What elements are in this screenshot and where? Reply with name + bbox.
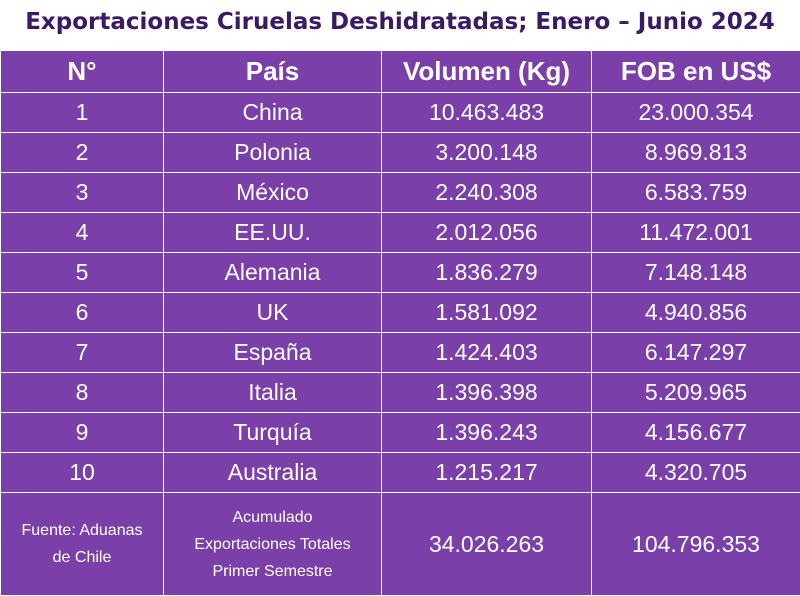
row-volume: 1.215.217 [382,453,592,493]
row-number: 4 [1,213,164,253]
total-fob: 104.796.353 [592,493,800,596]
row-volume: 10.463.483 [382,93,592,133]
row-number: 5 [1,253,164,293]
row-volume: 1.396.398 [382,373,592,413]
source-note: Fuente: Aduanas de Chile [1,493,164,596]
row-fob: 5.209.965 [592,373,800,413]
row-country: EE.UU. [164,213,382,253]
row-number: 10 [1,453,164,493]
row-volume: 1.424.403 [382,333,592,373]
header-country: País [164,51,382,93]
row-fob: 6.583.759 [592,173,800,213]
header-fob: FOB en US$ [592,51,800,93]
row-country: España [164,333,382,373]
row-fob: 4.156.677 [592,413,800,453]
row-country: Polonia [164,133,382,173]
row-number: 8 [1,373,164,413]
source-line: Fuente: Aduanas [22,522,143,539]
row-fob: 6.147.297 [592,333,800,373]
row-volume: 1.396.243 [382,413,592,453]
summary-line: Primer Semestre [212,563,332,580]
row-fob: 4.320.705 [592,453,800,493]
row-country: Italia [164,373,382,413]
row-number: 2 [1,133,164,173]
row-fob: 8.969.813 [592,133,800,173]
total-volume: 34.026.263 [382,493,592,596]
row-number: 6 [1,293,164,333]
row-volume: 2.240.308 [382,173,592,213]
row-volume: 2.012.056 [382,213,592,253]
row-fob: 23.000.354 [592,93,800,133]
summary-label: Acumulado Exportaciones Totales Primer S… [164,493,382,596]
summary-line: Acumulado [232,509,312,526]
header-number: N° [1,51,164,93]
row-number: 1 [1,93,164,133]
row-country: Australia [164,453,382,493]
row-country: UK [164,293,382,333]
row-fob: 11.472.001 [592,213,800,253]
row-fob: 4.940.856 [592,293,800,333]
row-volume: 3.200.148 [382,133,592,173]
table-title: Exportaciones Ciruelas Deshidratadas; En… [0,0,800,44]
source-line: de Chile [53,549,112,566]
row-number: 9 [1,413,164,453]
row-country: México [164,173,382,213]
row-fob: 7.148.148 [592,253,800,293]
row-volume: 1.836.279 [382,253,592,293]
row-country: Turquía [164,413,382,453]
header-volume: Volumen (Kg) [382,51,592,93]
header-row: N° País Volumen (Kg) FOB en US$ [1,51,800,93]
summary-line: Exportaciones Totales [194,536,350,553]
row-volume: 1.581.092 [382,293,592,333]
row-number: 3 [1,173,164,213]
row-country: China [164,93,382,133]
row-number: 7 [1,333,164,373]
footer-row: Fuente: Aduanas de Chile Acumulado Expor… [1,493,800,596]
row-country: Alemania [164,253,382,293]
